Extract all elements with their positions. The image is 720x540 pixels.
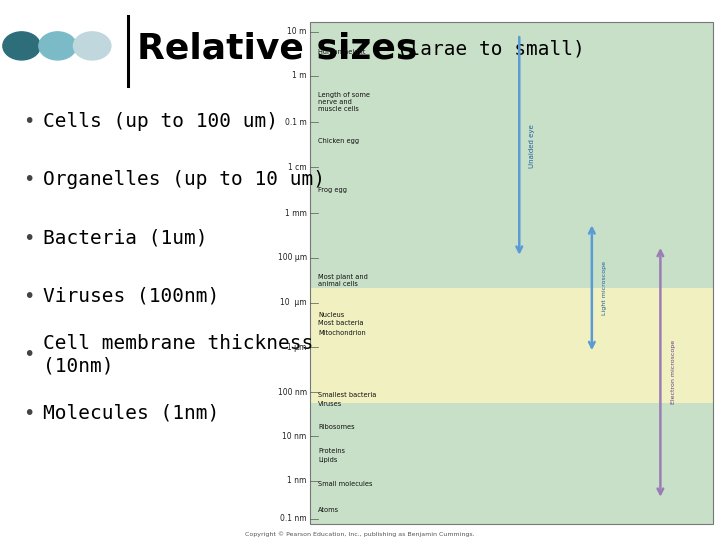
Text: Frog egg: Frog egg: [318, 187, 347, 193]
Text: Bacteria (1um): Bacteria (1um): [43, 228, 207, 248]
Text: Human height: Human height: [318, 49, 366, 55]
Bar: [310, 22, 713, 288]
Text: 100 nm: 100 nm: [278, 388, 307, 397]
Text: Small molecules: Small molecules: [318, 481, 373, 487]
Text: Molecules (1nm): Molecules (1nm): [43, 403, 220, 423]
Text: 1 cm: 1 cm: [288, 163, 307, 172]
Text: Light microscope: Light microscope: [603, 261, 607, 315]
Text: 1 μm: 1 μm: [287, 342, 307, 352]
Text: 10  μm: 10 μm: [280, 298, 307, 307]
Text: 10 m: 10 m: [287, 27, 307, 36]
Text: 10 nm: 10 nm: [282, 432, 307, 441]
Text: Atoms: Atoms: [318, 507, 339, 513]
Bar: [310, 288, 713, 403]
Text: Ribosomes: Ribosomes: [318, 424, 355, 430]
Text: Viruses: Viruses: [318, 401, 343, 407]
Text: Nucleus: Nucleus: [318, 312, 344, 319]
Text: Organelles (up to 10 um): Organelles (up to 10 um): [43, 170, 325, 190]
Text: Chicken egg: Chicken egg: [318, 138, 359, 144]
Circle shape: [73, 32, 111, 60]
Text: •: •: [23, 170, 35, 190]
Text: Cells (up to 100 um): Cells (up to 100 um): [43, 112, 278, 131]
Text: •: •: [23, 228, 35, 248]
Text: (larae to small): (larae to small): [385, 39, 585, 58]
Circle shape: [3, 32, 40, 60]
Text: 0.1 m: 0.1 m: [285, 118, 307, 126]
Circle shape: [39, 32, 76, 60]
Bar: [310, 22, 713, 524]
Text: 1 nm: 1 nm: [287, 476, 307, 485]
Text: Unaided eye: Unaided eye: [529, 124, 535, 168]
Text: 0.1 nm: 0.1 nm: [280, 514, 307, 523]
Text: Viruses (100nm): Viruses (100nm): [43, 287, 220, 306]
Text: Relative sizes: Relative sizes: [137, 32, 417, 65]
Text: Smallest bacteria: Smallest bacteria: [318, 392, 377, 398]
Text: 1 mm: 1 mm: [285, 209, 307, 218]
Text: Most plant and
animal cells: Most plant and animal cells: [318, 274, 368, 287]
Text: Proteins: Proteins: [318, 448, 346, 454]
Text: •: •: [23, 112, 35, 131]
Text: •: •: [23, 287, 35, 306]
Text: •: •: [23, 345, 35, 364]
Text: Cell membrane thickness
(10nm): Cell membrane thickness (10nm): [43, 334, 313, 375]
Bar: [310, 403, 713, 524]
Text: Length of some
nerve and
muscle cells: Length of some nerve and muscle cells: [318, 92, 370, 112]
Text: Copyright © Pearson Education, Inc., publishing as Benjamin Cummings.: Copyright © Pearson Education, Inc., pub…: [246, 532, 474, 537]
Text: •: •: [23, 403, 35, 423]
Text: Lipids: Lipids: [318, 456, 338, 463]
Text: Electron microscope: Electron microscope: [671, 340, 676, 404]
Text: 1 m: 1 m: [292, 71, 307, 80]
Text: Mitochondrion: Mitochondrion: [318, 330, 366, 336]
Text: 100 μm: 100 μm: [278, 253, 307, 262]
Text: Most bacteria: Most bacteria: [318, 320, 364, 326]
